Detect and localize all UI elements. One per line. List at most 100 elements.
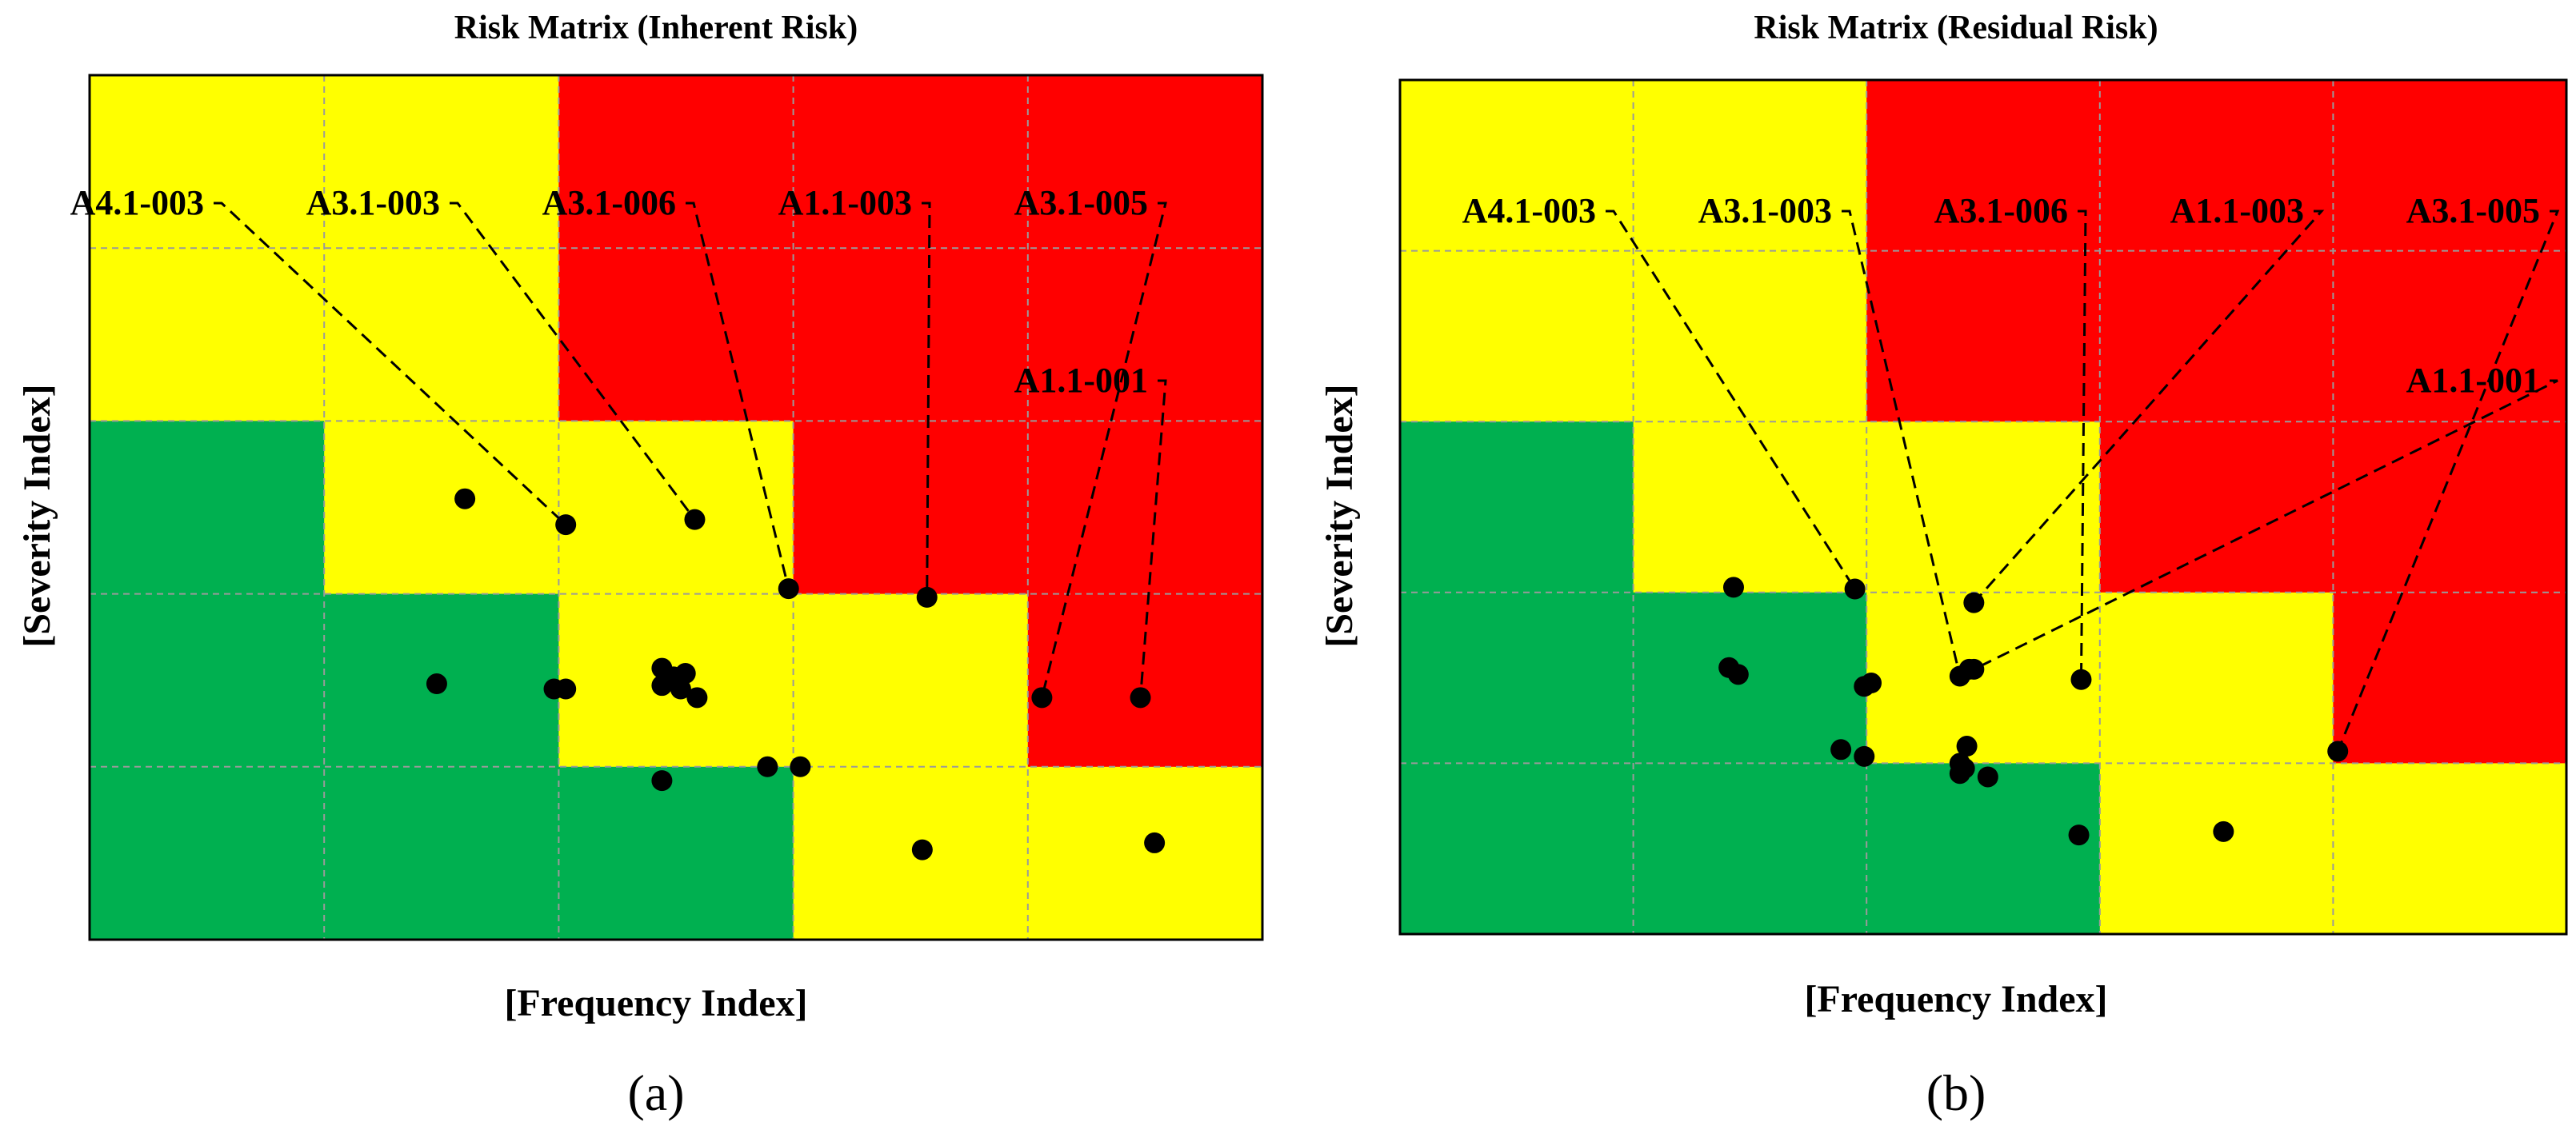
y-axis-label: [Severity Index] bbox=[16, 384, 58, 647]
annotation-label: A3.1-003 bbox=[306, 183, 440, 222]
data-point bbox=[1977, 766, 1998, 788]
matrix-cell bbox=[2333, 592, 2567, 764]
annotation-leader-line bbox=[2078, 210, 2087, 680]
matrix-cell bbox=[324, 75, 559, 249]
matrix-cell bbox=[558, 248, 794, 421]
data-point bbox=[1963, 592, 1985, 613]
matrix-cell bbox=[1400, 592, 1634, 764]
annotation-leader-line bbox=[1973, 379, 2558, 671]
matrix-cell bbox=[793, 248, 1029, 421]
annotation-labels-layer: A4.1-003 A3.1-003 A3.1-006 A1.1-003 A3.1-005… bbox=[70, 183, 1148, 400]
matrix-cell bbox=[1866, 250, 2101, 422]
matrix-cell bbox=[90, 766, 325, 940]
matrix-cell bbox=[2099, 80, 2334, 252]
chart-title: Risk Matrix (Residual Risk) bbox=[1754, 10, 2158, 46]
matrix-cell bbox=[793, 421, 1029, 595]
x-axis-label: [Frequency Index] bbox=[1804, 978, 2107, 1020]
matrix-cell bbox=[2099, 763, 2334, 935]
data-point bbox=[1144, 832, 1166, 853]
data-point bbox=[1861, 673, 1882, 694]
matrix-cell bbox=[793, 75, 1029, 249]
data-point bbox=[1963, 658, 1985, 680]
points-layer bbox=[1718, 577, 2349, 846]
data-point bbox=[426, 673, 447, 695]
matrix-cell bbox=[2333, 80, 2567, 252]
data-point bbox=[670, 678, 691, 700]
data-point bbox=[684, 509, 706, 530]
gridlines-layer bbox=[90, 75, 1262, 940]
data-point bbox=[1830, 739, 1852, 761]
matrix-cell bbox=[793, 593, 1029, 768]
data-point bbox=[686, 687, 708, 709]
annotation-label: A1.1-001 bbox=[1014, 361, 1148, 400]
data-point bbox=[1722, 577, 1744, 598]
data-point bbox=[1949, 763, 1970, 785]
matrix-cell bbox=[1027, 75, 1263, 249]
matrix-cell bbox=[558, 766, 794, 940]
data-point bbox=[651, 770, 673, 792]
matrix-cell bbox=[90, 248, 325, 421]
matrix-cell bbox=[1866, 421, 2101, 593]
data-point bbox=[757, 756, 778, 777]
matrix-cell bbox=[2333, 421, 2567, 593]
plot-border bbox=[1398, 78, 2568, 936]
annotation-leader-line bbox=[1973, 210, 2325, 604]
matrix-cell bbox=[1633, 250, 1867, 422]
annotation-leader-line bbox=[1842, 210, 1962, 677]
matrix-cell bbox=[1400, 421, 1634, 593]
matrix-cell bbox=[1866, 80, 2101, 252]
matrix-cell bbox=[324, 766, 559, 940]
risk-matrix-residual-chart: A4.1-003 A3.1-003 A3.1-006 A1.1-003 A3.1-005… bbox=[1318, 10, 2568, 1121]
data-point bbox=[555, 678, 577, 700]
y-axis-label: [Severity Index] bbox=[1318, 384, 1361, 647]
matrix-cell bbox=[1866, 592, 2101, 764]
annotation-label: A3.1-006 bbox=[1934, 191, 2068, 230]
data-point bbox=[778, 578, 799, 600]
annotation-leader-line bbox=[686, 202, 790, 589]
matrix-cell bbox=[558, 75, 794, 249]
matrix-cell bbox=[558, 421, 794, 595]
annotation-leader-line bbox=[1606, 210, 1856, 590]
risk-matrix-residual-panel: A4.1-003 A3.1-003 A3.1-006 A1.1-003 A3.1-005… bbox=[1288, 0, 2576, 1130]
subfigure-label: (b) bbox=[1926, 1064, 1986, 1121]
data-point bbox=[916, 586, 938, 608]
matrix-cell bbox=[1633, 421, 1867, 593]
data-point bbox=[651, 675, 673, 697]
matrix-cell bbox=[1633, 592, 1867, 764]
matrix-cell bbox=[1400, 763, 1634, 935]
matrix-cell bbox=[2333, 250, 2567, 422]
matrix-cell bbox=[1633, 80, 1867, 252]
x-axis-label: [Frequency Index] bbox=[504, 982, 807, 1024]
data-point bbox=[2070, 669, 2092, 690]
matrix-cell bbox=[1027, 248, 1263, 421]
matrix-cell bbox=[324, 248, 559, 421]
data-point bbox=[1956, 736, 1978, 757]
gridlines-layer bbox=[1400, 80, 2566, 934]
data-point bbox=[1727, 664, 1749, 685]
chart-title: Risk Matrix (Inherent Risk) bbox=[454, 10, 858, 46]
matrix-cell bbox=[2333, 763, 2567, 935]
annotation-label: A4.1-003 bbox=[70, 183, 204, 222]
matrix-cell bbox=[1027, 593, 1263, 768]
matrix-cell bbox=[1027, 766, 1263, 940]
annotation-label: A3.1-005 bbox=[2406, 191, 2540, 230]
matrix-cell bbox=[2099, 250, 2334, 422]
matrix-cell bbox=[1027, 421, 1263, 595]
cells-layer bbox=[1400, 80, 2567, 935]
annotation-label: A1.1-001 bbox=[2406, 361, 2540, 400]
annotation-leader-line bbox=[1040, 202, 1167, 698]
data-point bbox=[454, 488, 476, 509]
annotation-leader-line bbox=[450, 202, 696, 521]
risk-matrix-inherent-chart: A4.1-003 A3.1-003 A3.1-006 A1.1-003 A3.1-005… bbox=[16, 10, 1264, 1121]
annotation-leader-line bbox=[1139, 379, 1167, 698]
annotation-label: A3.1-003 bbox=[1698, 191, 1832, 230]
annotation-leader-line bbox=[214, 202, 567, 526]
annotation-leader-line bbox=[2336, 210, 2560, 753]
matrix-cell bbox=[90, 75, 325, 249]
data-point bbox=[1854, 745, 1875, 767]
matrix-cell bbox=[1400, 250, 1634, 422]
annotation-label: A1.1-003 bbox=[778, 183, 912, 222]
data-point bbox=[2068, 825, 2090, 846]
data-point bbox=[790, 756, 811, 777]
matrix-cell bbox=[1866, 763, 2101, 935]
